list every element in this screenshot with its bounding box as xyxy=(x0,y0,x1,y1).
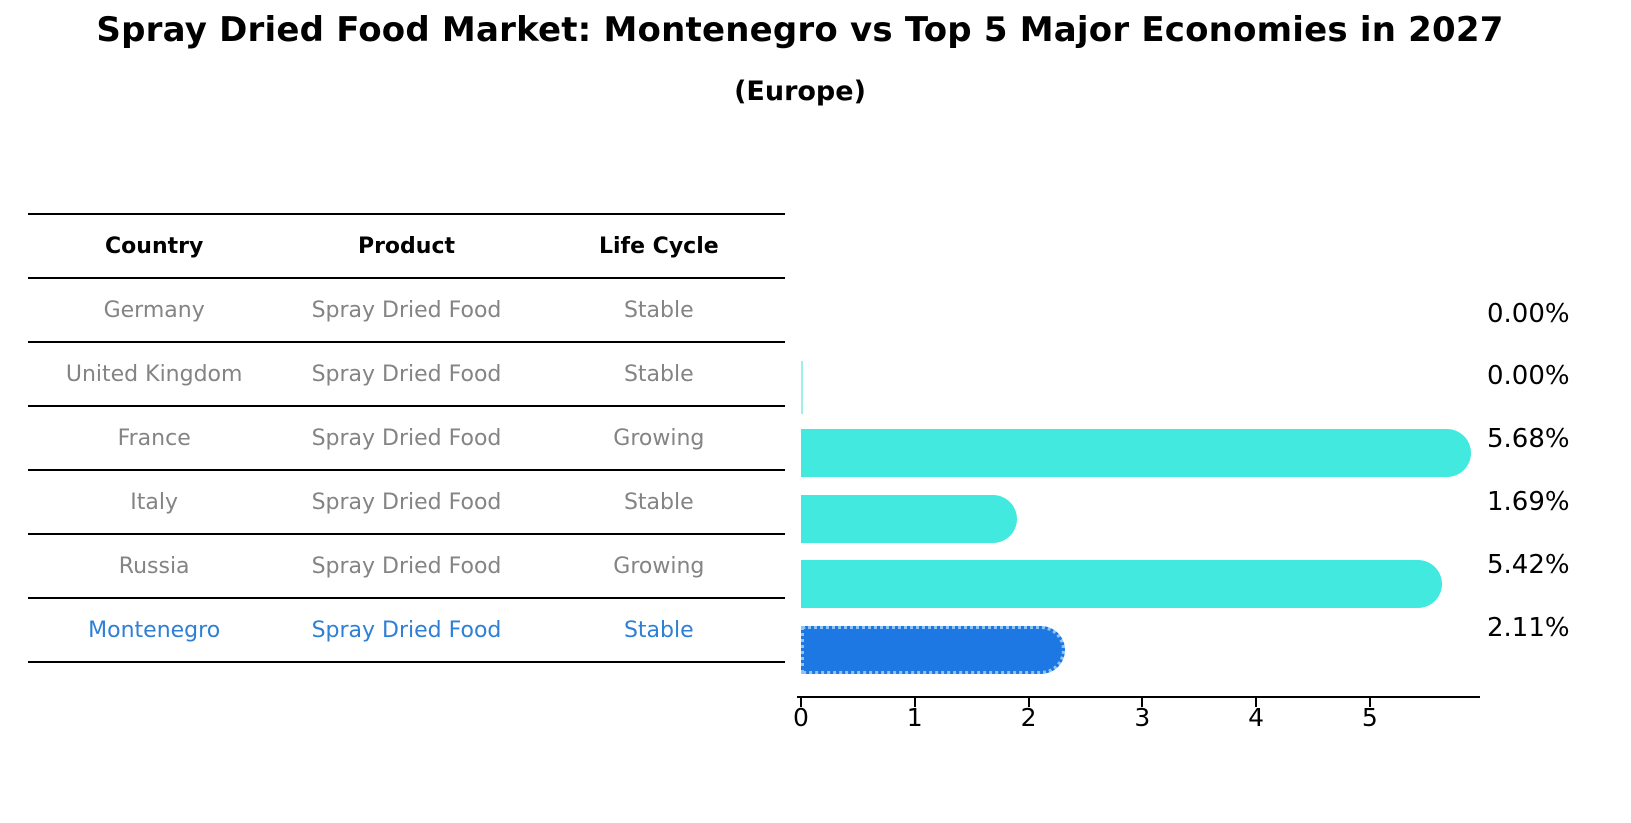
value-label: 5.42% xyxy=(1487,549,1570,580)
bar-russia xyxy=(801,560,1442,609)
bar-france xyxy=(801,429,1471,478)
value-label: 5.68% xyxy=(1487,424,1570,455)
cell-product: Spray Dried Food xyxy=(311,553,502,579)
cell-product: Spray Dried Food xyxy=(311,361,502,387)
cell-life-cycle: Stable xyxy=(623,361,694,387)
cell-country: Montenegro xyxy=(88,617,221,643)
cell-life-cycle: Growing xyxy=(613,553,705,579)
x-axis-tick-mark xyxy=(800,698,802,707)
x-axis-line xyxy=(797,696,1480,698)
cell-country: Russia xyxy=(118,553,190,579)
table-row: Germany Spray Dried Food Stable xyxy=(28,277,785,341)
cell-product: Spray Dried Food xyxy=(311,489,502,515)
cell-country: Germany xyxy=(103,297,205,323)
country-table: Country Product Life Cycle Germany Spray… xyxy=(28,213,785,663)
table-bottom-line xyxy=(28,661,785,663)
x-axis-tick-label: 2 xyxy=(1020,703,1037,732)
table-body: Germany Spray Dried Food Stable United K… xyxy=(28,277,785,661)
cell-life-cycle: Stable xyxy=(623,489,694,515)
cell-product: Spray Dried Food xyxy=(311,425,502,451)
cell-country: United Kingdom xyxy=(65,361,243,387)
x-axis-tick-label: 0 xyxy=(793,703,809,732)
bar-montenegro xyxy=(801,626,1065,674)
chart-title: Spray Dried Food Market: Montenegro vs T… xyxy=(96,10,1504,50)
cell-country: France xyxy=(117,425,191,451)
value-label: 2.11% xyxy=(1487,612,1570,643)
cell-product: Spray Dried Food xyxy=(311,297,502,323)
bar-italy xyxy=(801,494,1017,543)
table-row: France Spray Dried Food Growing xyxy=(28,405,785,469)
x-axis-tick-mark xyxy=(1368,698,1371,707)
x-axis-tick-label: 1 xyxy=(906,703,923,732)
table-row: Montenegro Spray Dried Food Stable xyxy=(28,597,785,661)
x-axis-tick-label: 4 xyxy=(1248,703,1264,732)
value-label: 0.00% xyxy=(1487,361,1570,392)
cell-country: Italy xyxy=(130,489,179,515)
cell-product: Spray Dried Food xyxy=(311,617,502,643)
x-axis-tick-mark xyxy=(1141,698,1144,707)
column-header-life-cycle: Life Cycle xyxy=(598,233,719,259)
chart-subtitle: (Europe) xyxy=(734,76,866,107)
table-row: United Kingdom Spray Dried Food Stable xyxy=(28,341,785,405)
x-axis-tick-mark xyxy=(1027,698,1030,707)
zero-bar-sliver xyxy=(801,361,803,415)
table-row: Italy Spray Dried Food Stable xyxy=(28,469,785,533)
x-axis-tick-mark xyxy=(1255,698,1258,707)
x-axis-tick-label: 5 xyxy=(1361,703,1378,732)
column-header-product: Product xyxy=(357,233,456,259)
table-row: Russia Spray Dried Food Growing xyxy=(28,533,785,597)
x-axis-tick-mark xyxy=(913,698,916,707)
cell-life-cycle: Stable xyxy=(623,297,694,323)
cell-life-cycle: Growing xyxy=(613,425,705,451)
value-label: 1.69% xyxy=(1487,487,1570,517)
cell-life-cycle: Stable xyxy=(623,617,694,643)
x-axis-tick-label: 3 xyxy=(1134,703,1151,732)
column-header-country: Country xyxy=(105,233,204,259)
value-label: 0.00% xyxy=(1487,298,1570,329)
table-header-row: Country Product Life Cycle xyxy=(28,213,785,277)
